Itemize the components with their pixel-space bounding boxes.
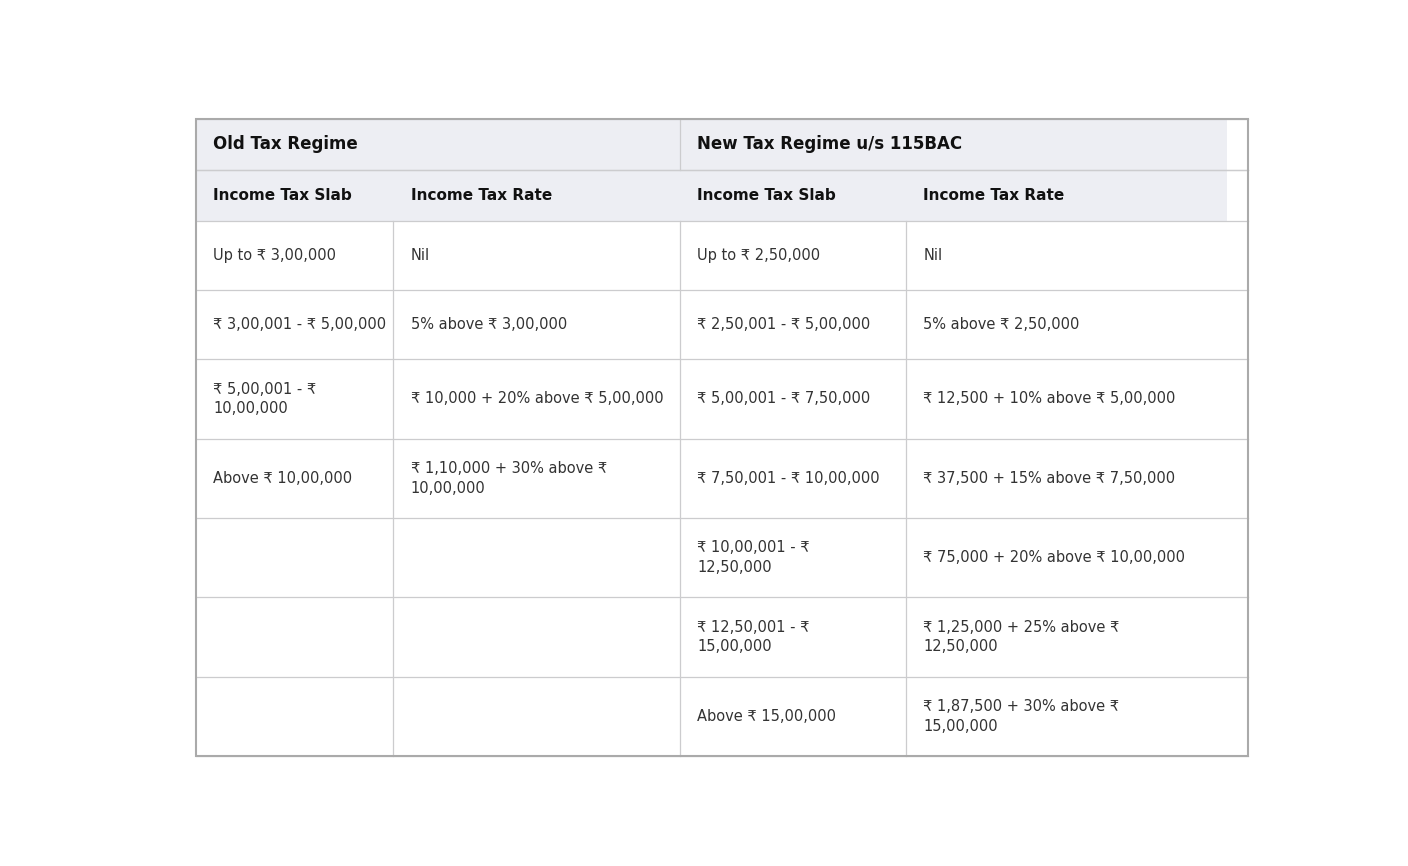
Text: Income Tax Rate: Income Tax Rate [924, 188, 1064, 204]
Bar [196, 170, 393, 222]
Text: Up to ₹ 2,50,000: Up to ₹ 2,50,000 [697, 249, 819, 263]
Text: ₹ 1,10,000 + 30% above ₹
10,00,000: ₹ 1,10,000 + 30% above ₹ 10,00,000 [411, 461, 607, 495]
Text: ₹ 75,000 + 20% above ₹ 10,00,000: ₹ 75,000 + 20% above ₹ 10,00,000 [924, 550, 1186, 565]
Text: ₹ 3,00,001 - ₹ 5,00,000: ₹ 3,00,001 - ₹ 5,00,000 [213, 317, 386, 333]
Text: Nil: Nil [411, 249, 429, 263]
Text: ₹ 12,50,001 - ₹
15,00,000: ₹ 12,50,001 - ₹ 15,00,000 [697, 620, 810, 655]
Text: ₹ 10,00,001 - ₹
12,50,000: ₹ 10,00,001 - ₹ 12,50,000 [697, 540, 810, 575]
Text: Old Tax Regime: Old Tax Regime [213, 135, 358, 153]
Text: Income Tax Rate: Income Tax Rate [411, 188, 552, 204]
Text: 5% above ₹ 2,50,000: 5% above ₹ 2,50,000 [924, 317, 1080, 333]
Bar [393, 170, 680, 222]
Bar [196, 119, 680, 170]
Text: ₹ 2,50,001 - ₹ 5,00,000: ₹ 2,50,001 - ₹ 5,00,000 [697, 317, 870, 333]
Text: ₹ 5,00,001 - ₹ 7,50,000: ₹ 5,00,001 - ₹ 7,50,000 [697, 391, 870, 406]
Text: Nil: Nil [924, 249, 942, 263]
Text: Above ₹ 10,00,000: Above ₹ 10,00,000 [213, 471, 352, 486]
Text: 5% above ₹ 3,00,000: 5% above ₹ 3,00,000 [411, 317, 567, 333]
Text: ₹ 5,00,001 - ₹
10,00,000: ₹ 5,00,001 - ₹ 10,00,000 [213, 382, 317, 417]
Bar [680, 170, 905, 222]
Bar [905, 170, 1226, 222]
Text: Up to ₹ 3,00,000: Up to ₹ 3,00,000 [213, 249, 337, 263]
Text: ₹ 12,500 + 10% above ₹ 5,00,000: ₹ 12,500 + 10% above ₹ 5,00,000 [924, 391, 1176, 406]
Text: Income Tax Slab: Income Tax Slab [213, 188, 352, 204]
Text: New Tax Regime u/s 115BAC: New Tax Regime u/s 115BAC [697, 135, 962, 153]
Text: ₹ 1,87,500 + 30% above ₹
15,00,000: ₹ 1,87,500 + 30% above ₹ 15,00,000 [924, 699, 1119, 734]
Bar [680, 119, 1226, 170]
Text: Income Tax Slab: Income Tax Slab [697, 188, 836, 204]
Text: ₹ 37,500 + 15% above ₹ 7,50,000: ₹ 37,500 + 15% above ₹ 7,50,000 [924, 471, 1176, 486]
Text: Above ₹ 15,00,000: Above ₹ 15,00,000 [697, 709, 836, 724]
Text: ₹ 1,25,000 + 25% above ₹
12,50,000: ₹ 1,25,000 + 25% above ₹ 12,50,000 [924, 620, 1119, 655]
Text: ₹ 7,50,001 - ₹ 10,00,000: ₹ 7,50,001 - ₹ 10,00,000 [697, 471, 880, 486]
Text: ₹ 10,000 + 20% above ₹ 5,00,000: ₹ 10,000 + 20% above ₹ 5,00,000 [411, 391, 663, 406]
